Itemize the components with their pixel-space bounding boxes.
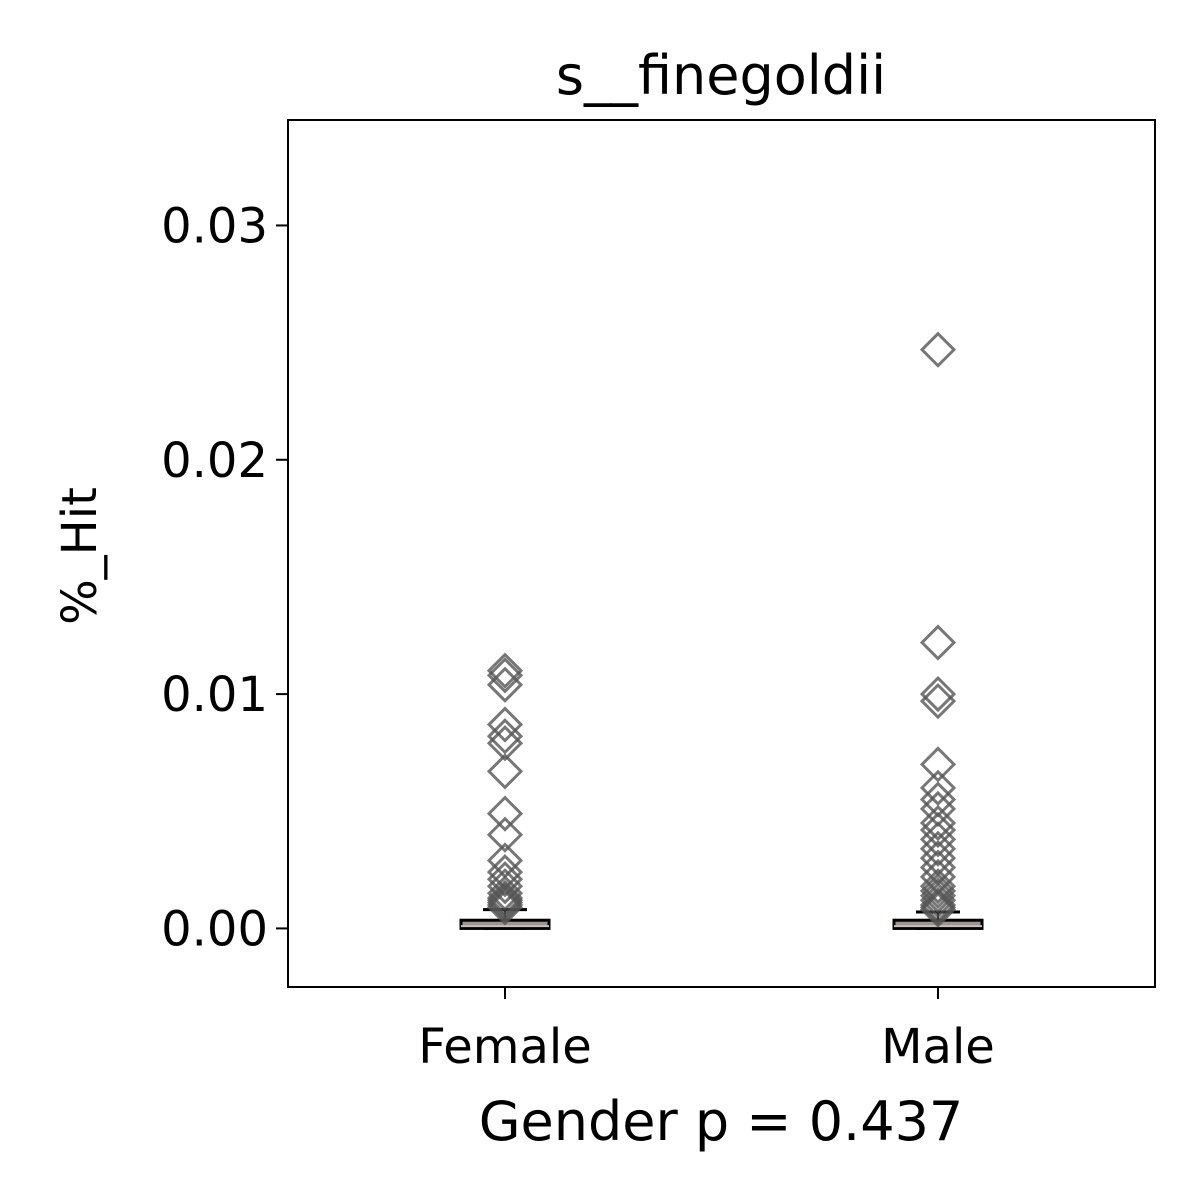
outlier-point: [919, 624, 957, 661]
outlier-point: [919, 830, 957, 867]
plot-area-frame: [287, 119, 1156, 988]
outlier-point: [919, 804, 957, 842]
outlier-point: [486, 725, 524, 762]
outlier-point: [486, 889, 524, 926]
outlier-point: [486, 795, 524, 832]
outlier-point: [919, 889, 957, 926]
outlier-point: [486, 657, 524, 694]
outlier-point: [919, 891, 957, 928]
y-tick-label: 0.02: [161, 433, 268, 489]
chart-title: s__finegoldii: [556, 44, 886, 107]
y-tick-label: 0.01: [161, 667, 268, 723]
outlier-point: [919, 746, 957, 783]
outlier-point: [486, 875, 524, 912]
x-axis-label: Gender p = 0.437: [479, 1090, 964, 1153]
outlier-point: [486, 666, 524, 703]
x-tick-label: Male: [881, 1019, 995, 1075]
outlier-point: [919, 683, 957, 720]
outlier-point: [486, 706, 524, 743]
outlier-point: [919, 811, 957, 849]
outlier-point: [919, 331, 957, 368]
outlier-point: [919, 872, 957, 910]
outlier-point: [919, 877, 957, 914]
outlier-point: [486, 652, 524, 689]
outlier-point: [919, 675, 957, 713]
y-tick-label: 0.03: [161, 198, 268, 254]
outlier-point: [486, 816, 524, 853]
outlier-point: [919, 821, 957, 858]
outlier-point: [486, 718, 524, 755]
outlier-point: [486, 886, 524, 924]
y-tick-label: 0.00: [161, 901, 268, 957]
outlier-point: [486, 861, 524, 898]
outlier-point: [919, 868, 957, 905]
outlier-point: [919, 769, 957, 806]
outlier-point: [486, 868, 524, 905]
box-male: [892, 331, 984, 930]
outlier-point: [919, 886, 957, 924]
box-female: [459, 652, 551, 930]
plot-content: [459, 331, 984, 930]
x-axis-ticks: Female Male: [418, 987, 995, 1075]
outlier-point: [486, 884, 524, 921]
outlier-point: [486, 879, 524, 917]
y-axis-ticks: 0.00 0.01 0.02 0.03: [161, 198, 288, 957]
x-tick-label: Female: [418, 1019, 592, 1075]
outlier-point: [486, 753, 524, 790]
outlier-point: [486, 882, 524, 919]
y-axis-label: %_Hit: [52, 487, 108, 625]
outlier-point: [919, 882, 957, 919]
